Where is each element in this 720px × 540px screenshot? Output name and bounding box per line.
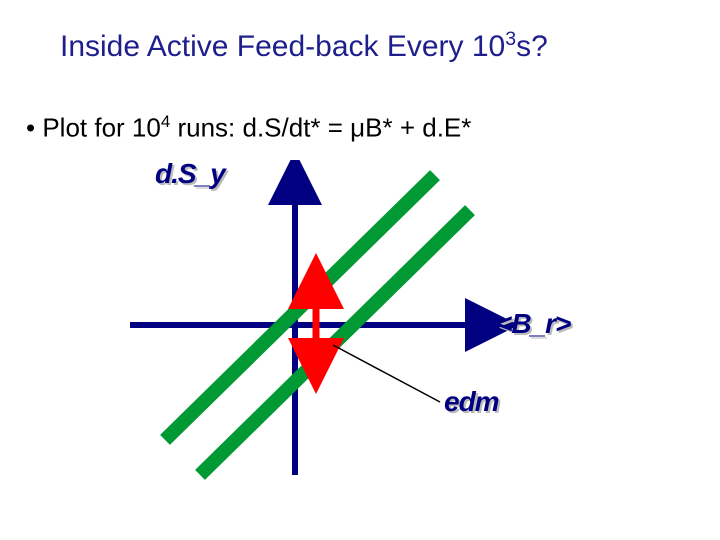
title-sup: 3 <box>505 28 516 50</box>
yaxis-label: d.S_y d.S_y <box>155 158 225 190</box>
edm-label: edm edm <box>444 386 499 418</box>
xaxis-label: <B_r> <B_r> <box>496 308 570 340</box>
bullet-sup: 4 <box>161 112 170 131</box>
title-suffix: s? <box>516 30 548 63</box>
bullet-suffix: runs: d.S/dt* = μB* + d.E* <box>170 113 471 143</box>
slide-title: Inside Active Feed-back Every 103s? <box>60 28 548 64</box>
title-prefix: Inside Active Feed-back Every 10 <box>60 30 505 63</box>
green-line-upper <box>170 180 430 435</box>
edm-callout-line <box>333 345 440 402</box>
plot-diagram: d.S_y d.S_y <B_r> <B_r> edm edm <box>100 160 530 480</box>
plot-svg <box>100 160 530 490</box>
green-line-lower <box>205 215 465 470</box>
bullet-text: • Plot for 104 runs: d.S/dt* = μB* + d.E… <box>26 112 471 144</box>
bullet-prefix: • Plot for 10 <box>26 113 161 143</box>
